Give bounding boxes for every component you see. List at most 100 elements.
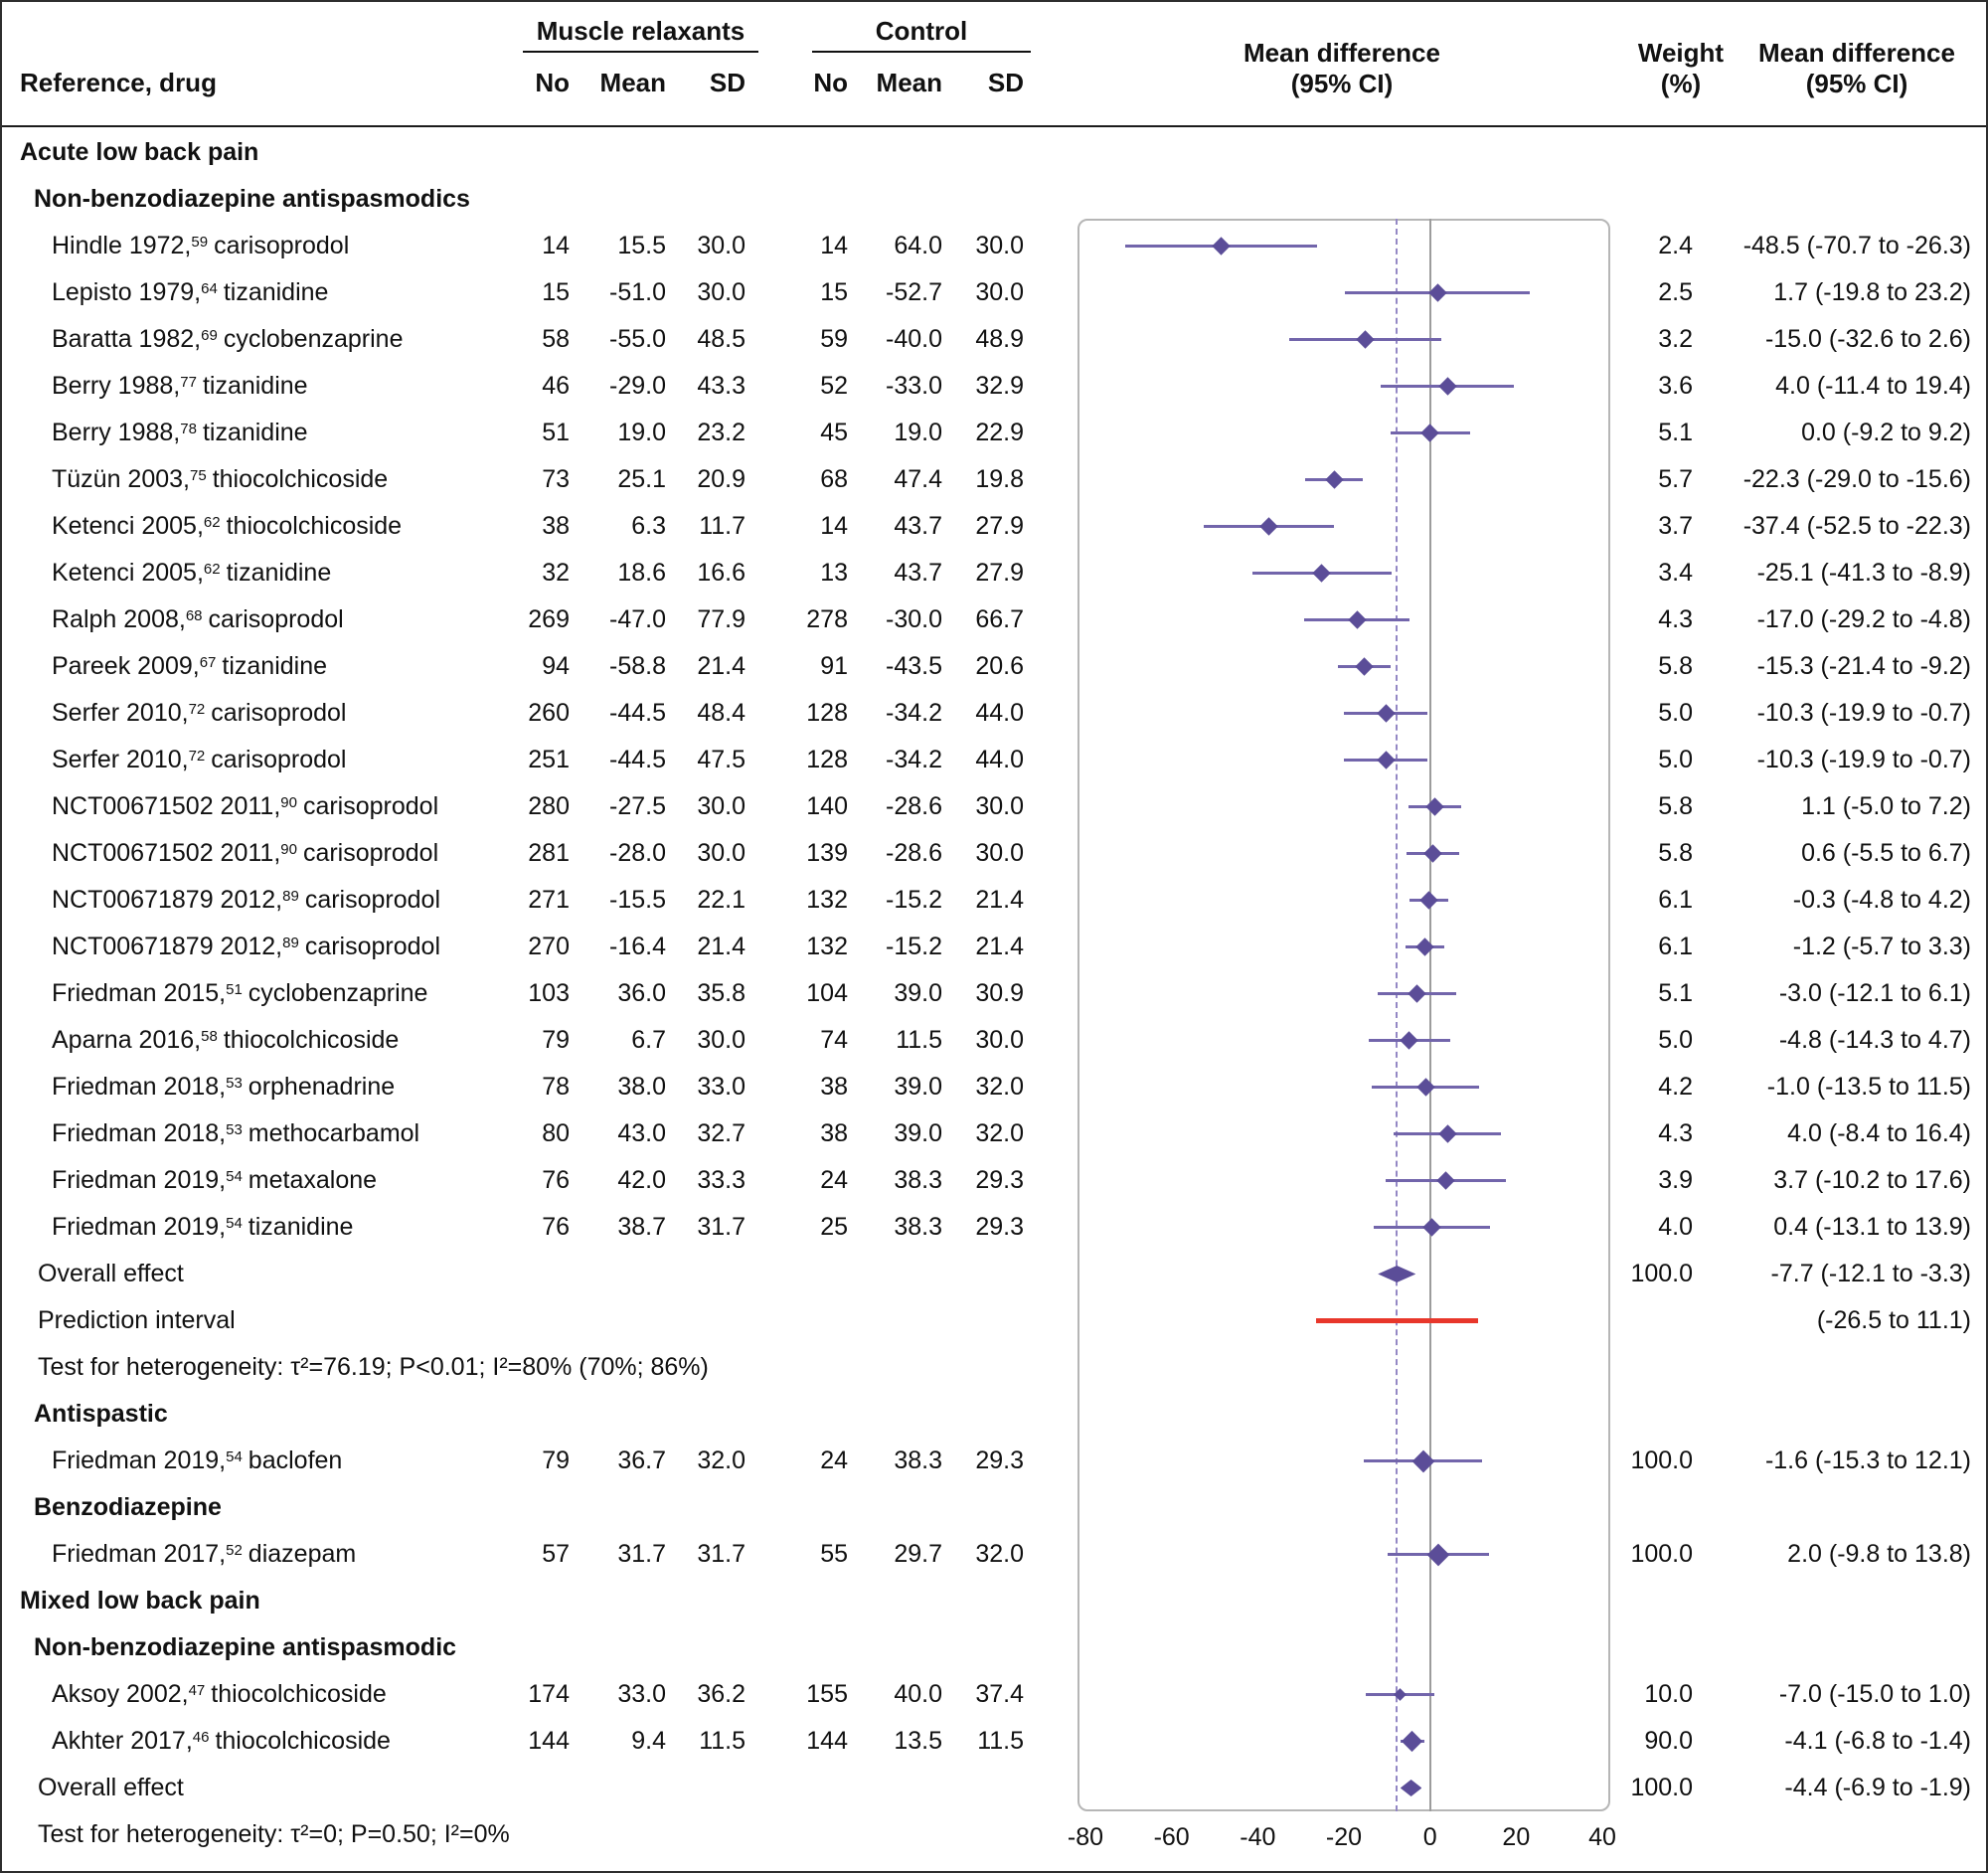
study-label: Akhter 2017,46 thiocolchicoside (52, 1718, 391, 1765)
note-row: Test for heterogeneity: τ²=76.19; P<0.01… (2, 1344, 1986, 1391)
control-n: 74 (820, 1026, 848, 1054)
weight-value: 5.8 (1658, 792, 1693, 820)
control-sd: 30.0 (975, 232, 1024, 259)
drug-name: tizanidine (248, 1213, 354, 1241)
muscle-relaxants-n: 269 (528, 605, 570, 633)
muscle-relaxants-n: 280 (528, 792, 570, 820)
control-n: 104 (806, 979, 848, 1007)
study-label: Ralph 2008,68 carisoprodol (52, 596, 344, 643)
point-estimate-diamond (1324, 470, 1344, 489)
control-n: 24 (820, 1447, 848, 1474)
study-label: Friedman 2019,54 metaxalone (52, 1157, 377, 1204)
weight-value: 5.1 (1658, 419, 1693, 446)
control-mean: 39.0 (894, 1073, 942, 1101)
subsection-row: Benzodiazepine (2, 1484, 1986, 1531)
study-name: NCT00671879 2012, (52, 886, 283, 914)
control-n: 59 (820, 325, 848, 353)
point-estimate-diamond (1427, 283, 1447, 302)
control-sd: 30.9 (975, 979, 1024, 1007)
study-name: NCT00671502 2011, (52, 839, 281, 867)
control-mean: -40.0 (886, 325, 942, 353)
point-estimate-diamond (1400, 1031, 1419, 1050)
study-name: Ketenci 2005, (52, 559, 204, 587)
weight-value: 5.0 (1658, 1026, 1693, 1054)
study-label: Hindle 1972,59 carisoprodol (52, 223, 349, 269)
control-sd: 19.8 (975, 465, 1024, 493)
study-name: Friedman 2019, (52, 1213, 227, 1241)
study-label: Friedman 2019,54 baclofen (52, 1438, 342, 1484)
muscle-relaxants-mean: 42.0 (617, 1166, 666, 1194)
point-estimate-diamond (1411, 1449, 1435, 1472)
muscle-relaxants-mean: 6.3 (631, 512, 666, 540)
section-row: Mixed low back pain (2, 1578, 1986, 1624)
control-sd: 11.5 (977, 1727, 1024, 1755)
mean-difference-ci: -7.0 (-15.0 to 1.0) (1778, 1680, 1971, 1708)
study-row: NCT00671879 2012,89 carisoprodol 270 -16.4 2… (2, 924, 1986, 970)
subsection-label: Non-benzodiazepine antispasmodics (34, 185, 470, 213)
weight-value: 10.0 (1644, 1680, 1693, 1708)
column-header-no-control: No (813, 68, 848, 97)
point-estimate-diamond (1419, 891, 1438, 910)
muscle-relaxants-mean: 15.5 (617, 232, 666, 259)
mean-difference-ci: 0.6 (-5.5 to 6.7) (1801, 839, 1971, 867)
column-header-mean-difference-plot: Mean difference (95% CI) (1193, 38, 1491, 99)
reference-number: 53 (226, 1121, 243, 1138)
pooled-estimate-dashed-line (1396, 219, 1399, 1811)
study-name: Hindle 1972, (52, 232, 192, 259)
muscle-relaxants-n: 32 (542, 559, 570, 587)
zero-reference-line (1428, 219, 1431, 1811)
control-sd: 21.4 (975, 886, 1024, 914)
point-estimate-diamond (1376, 751, 1396, 769)
weight-value: 100.0 (1630, 1260, 1693, 1287)
study-label: Aparna 2016,58 thiocolchicoside (52, 1017, 399, 1064)
weight-value: 5.1 (1658, 979, 1693, 1007)
mean-difference-ci: 3.7 (-10.2 to 17.6) (1773, 1166, 1971, 1194)
overall-effect-diamond (1378, 1266, 1416, 1282)
drug-name: thiocolchicoside (223, 1026, 400, 1054)
study-label: Berry 1988,78 tizanidine (52, 410, 308, 456)
study-row: Friedman 2019,54 baclofen 79 36.7 32.0 24 38.3… (2, 1438, 1986, 1484)
weight-value: 6.1 (1658, 933, 1693, 960)
control-sd: 30.0 (975, 792, 1024, 820)
control-mean: 43.7 (894, 512, 942, 540)
weight-header-line1: Weight (1637, 38, 1725, 68)
study-name: Berry 1988, (52, 372, 181, 400)
control-sd: 30.0 (975, 278, 1024, 306)
drug-name: thiocolchicoside (212, 465, 389, 493)
muscle-relaxants-mean: 31.7 (617, 1540, 666, 1568)
muscle-relaxants-sd: 30.0 (697, 792, 746, 820)
muscle-relaxants-n: 58 (542, 325, 570, 353)
column-header-mean-muscle: Mean (599, 68, 666, 97)
control-mean: 38.3 (894, 1213, 942, 1241)
drug-name: diazepam (248, 1540, 357, 1568)
study-name: Berry 1988, (52, 419, 181, 446)
overall-effect-label: Overall effect (38, 1774, 184, 1801)
reference-number: 62 (203, 561, 221, 578)
mean-difference-ci: 1.1 (-5.0 to 7.2) (1801, 792, 1971, 820)
mean-difference-ci: -4.1 (-6.8 to -1.4) (1784, 1727, 1971, 1755)
control-sd: 27.9 (975, 559, 1024, 587)
muscle-relaxants-mean: -15.5 (609, 886, 666, 914)
control-mean: 64.0 (894, 232, 942, 259)
control-sd: 37.4 (975, 1680, 1024, 1708)
study-row: Aksoy 2002,47 thiocolchicoside 174 33.0 36.2… (2, 1671, 1986, 1718)
reference-number: 59 (191, 234, 209, 251)
study-name: Ketenci 2005, (52, 512, 204, 540)
section-row: Acute low back pain (2, 129, 1986, 176)
reference-number: 68 (185, 607, 203, 624)
muscle-relaxants-mean: -44.5 (609, 699, 666, 727)
weight-value: 4.3 (1658, 1119, 1693, 1147)
reference-number: 64 (201, 280, 218, 297)
mean-difference-ci: 4.0 (-8.4 to 16.4) (1787, 1119, 1971, 1147)
muscle-relaxants-sd: 23.2 (697, 419, 746, 446)
weight-value: 3.7 (1658, 512, 1693, 540)
column-header-weight: Weight (%) (1611, 38, 1750, 99)
control-mean: -15.2 (886, 933, 942, 960)
mean-difference-ci: -22.3 (-29.0 to -15.6) (1742, 465, 1971, 493)
weight-value: 5.0 (1658, 746, 1693, 773)
control-mean: 38.3 (894, 1447, 942, 1474)
muscle-relaxants-n: 281 (528, 839, 570, 867)
subsection-row: Non-benzodiazepine antispasmodics (2, 176, 1986, 223)
drug-name: tizanidine (222, 652, 328, 680)
